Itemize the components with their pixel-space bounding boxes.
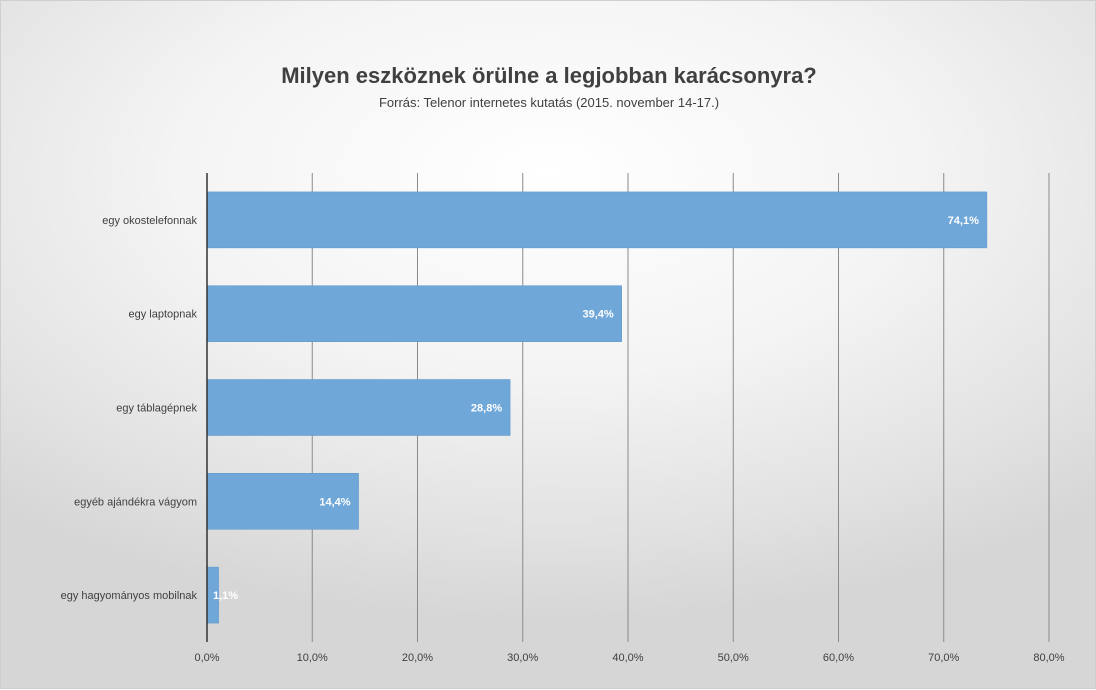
bar xyxy=(206,191,988,249)
data-label: 74,1% xyxy=(948,215,979,227)
x-tick-label: 40,0% xyxy=(612,652,643,664)
category-label: egyéb ajándékra vágyom xyxy=(74,496,197,508)
x-tick-label: 30,0% xyxy=(507,652,538,664)
bar xyxy=(206,473,359,530)
category-label: egy laptopnak xyxy=(129,309,198,321)
x-tick-label: 50,0% xyxy=(718,652,749,664)
category-label: egy hagyományos mobilnak xyxy=(61,590,198,602)
x-tick-label: 60,0% xyxy=(823,652,854,664)
bar xyxy=(206,379,511,436)
data-label: 1,1% xyxy=(213,590,238,602)
x-tick-label: 0,0% xyxy=(194,652,219,664)
data-label: 28,8% xyxy=(471,403,502,415)
bar xyxy=(206,285,622,342)
chart-subtitle: Forrás: Telenor internetes kutatás (2015… xyxy=(378,95,720,110)
category-label: egy táblagépnek xyxy=(116,403,197,415)
x-tick-label: 70,0% xyxy=(928,652,959,664)
x-tick-label: 80,0% xyxy=(1033,652,1064,664)
data-label: 14,4% xyxy=(319,496,350,508)
x-tick-label: 20,0% xyxy=(402,652,433,664)
category-label: egy okostelefonnak xyxy=(102,215,197,227)
x-tick-label: 10,0% xyxy=(297,652,328,664)
chart-title: Milyen eszköznek örülne a legjobban kará… xyxy=(281,63,817,88)
data-label: 39,4% xyxy=(582,309,613,321)
